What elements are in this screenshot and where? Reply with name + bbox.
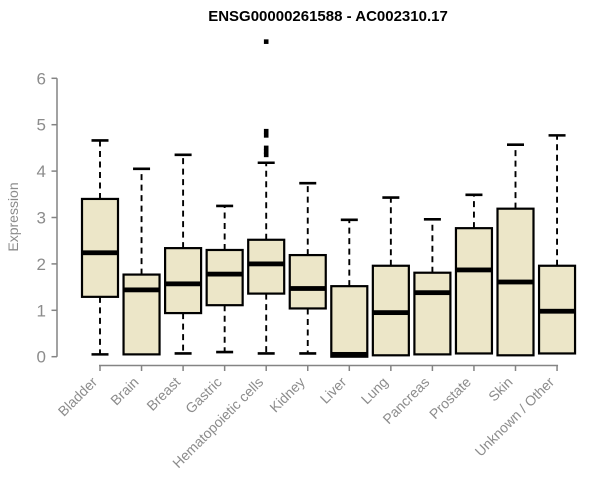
box bbox=[247, 238, 286, 295]
x-tick-label: Brain bbox=[107, 374, 141, 408]
box bbox=[454, 227, 494, 355]
x-tick-label: Prostate bbox=[426, 374, 474, 422]
y-tick-label: 4 bbox=[37, 162, 46, 181]
median-line bbox=[82, 250, 118, 256]
y-tick-label: 6 bbox=[37, 69, 46, 88]
y-tick-label: 3 bbox=[37, 209, 46, 228]
box bbox=[330, 285, 369, 358]
box bbox=[205, 248, 244, 307]
box bbox=[288, 253, 327, 310]
median-line bbox=[455, 267, 492, 273]
y-tick-label: 1 bbox=[37, 301, 46, 320]
median-line bbox=[497, 279, 534, 285]
outlier-point bbox=[263, 133, 269, 138]
median-line bbox=[414, 290, 451, 296]
x-tick-label: Liver bbox=[317, 374, 350, 407]
x-tick-label: Breast bbox=[143, 374, 183, 414]
x-tick-label: Skin bbox=[485, 374, 516, 405]
y-tick-label: 0 bbox=[37, 348, 46, 367]
median-line bbox=[372, 310, 409, 316]
median-line bbox=[248, 261, 285, 267]
outlier-point bbox=[263, 39, 269, 44]
median-line bbox=[539, 308, 576, 314]
median-line bbox=[206, 271, 243, 277]
median-line bbox=[331, 351, 368, 357]
x-tick-label: Lung bbox=[358, 374, 391, 407]
x-tick-label: Kidney bbox=[266, 374, 308, 416]
x-tick-label: Unknown / Other bbox=[472, 374, 558, 460]
chart-title: ENSG00000261588 - AC002310.17 bbox=[208, 8, 448, 25]
outlier-point bbox=[263, 145, 269, 151]
box bbox=[122, 273, 161, 356]
median-line bbox=[123, 287, 160, 293]
outlier-point bbox=[263, 128, 269, 134]
y-tick-label: 5 bbox=[37, 116, 46, 135]
box bbox=[164, 247, 203, 315]
median-line bbox=[289, 286, 326, 291]
y-tick-label: 2 bbox=[37, 255, 46, 274]
box bbox=[80, 197, 120, 298]
outlier-point bbox=[263, 149, 269, 154]
box bbox=[413, 271, 452, 356]
median-line bbox=[165, 281, 202, 287]
outlier-point bbox=[263, 152, 269, 158]
x-tick-label: Bladder bbox=[55, 374, 101, 420]
